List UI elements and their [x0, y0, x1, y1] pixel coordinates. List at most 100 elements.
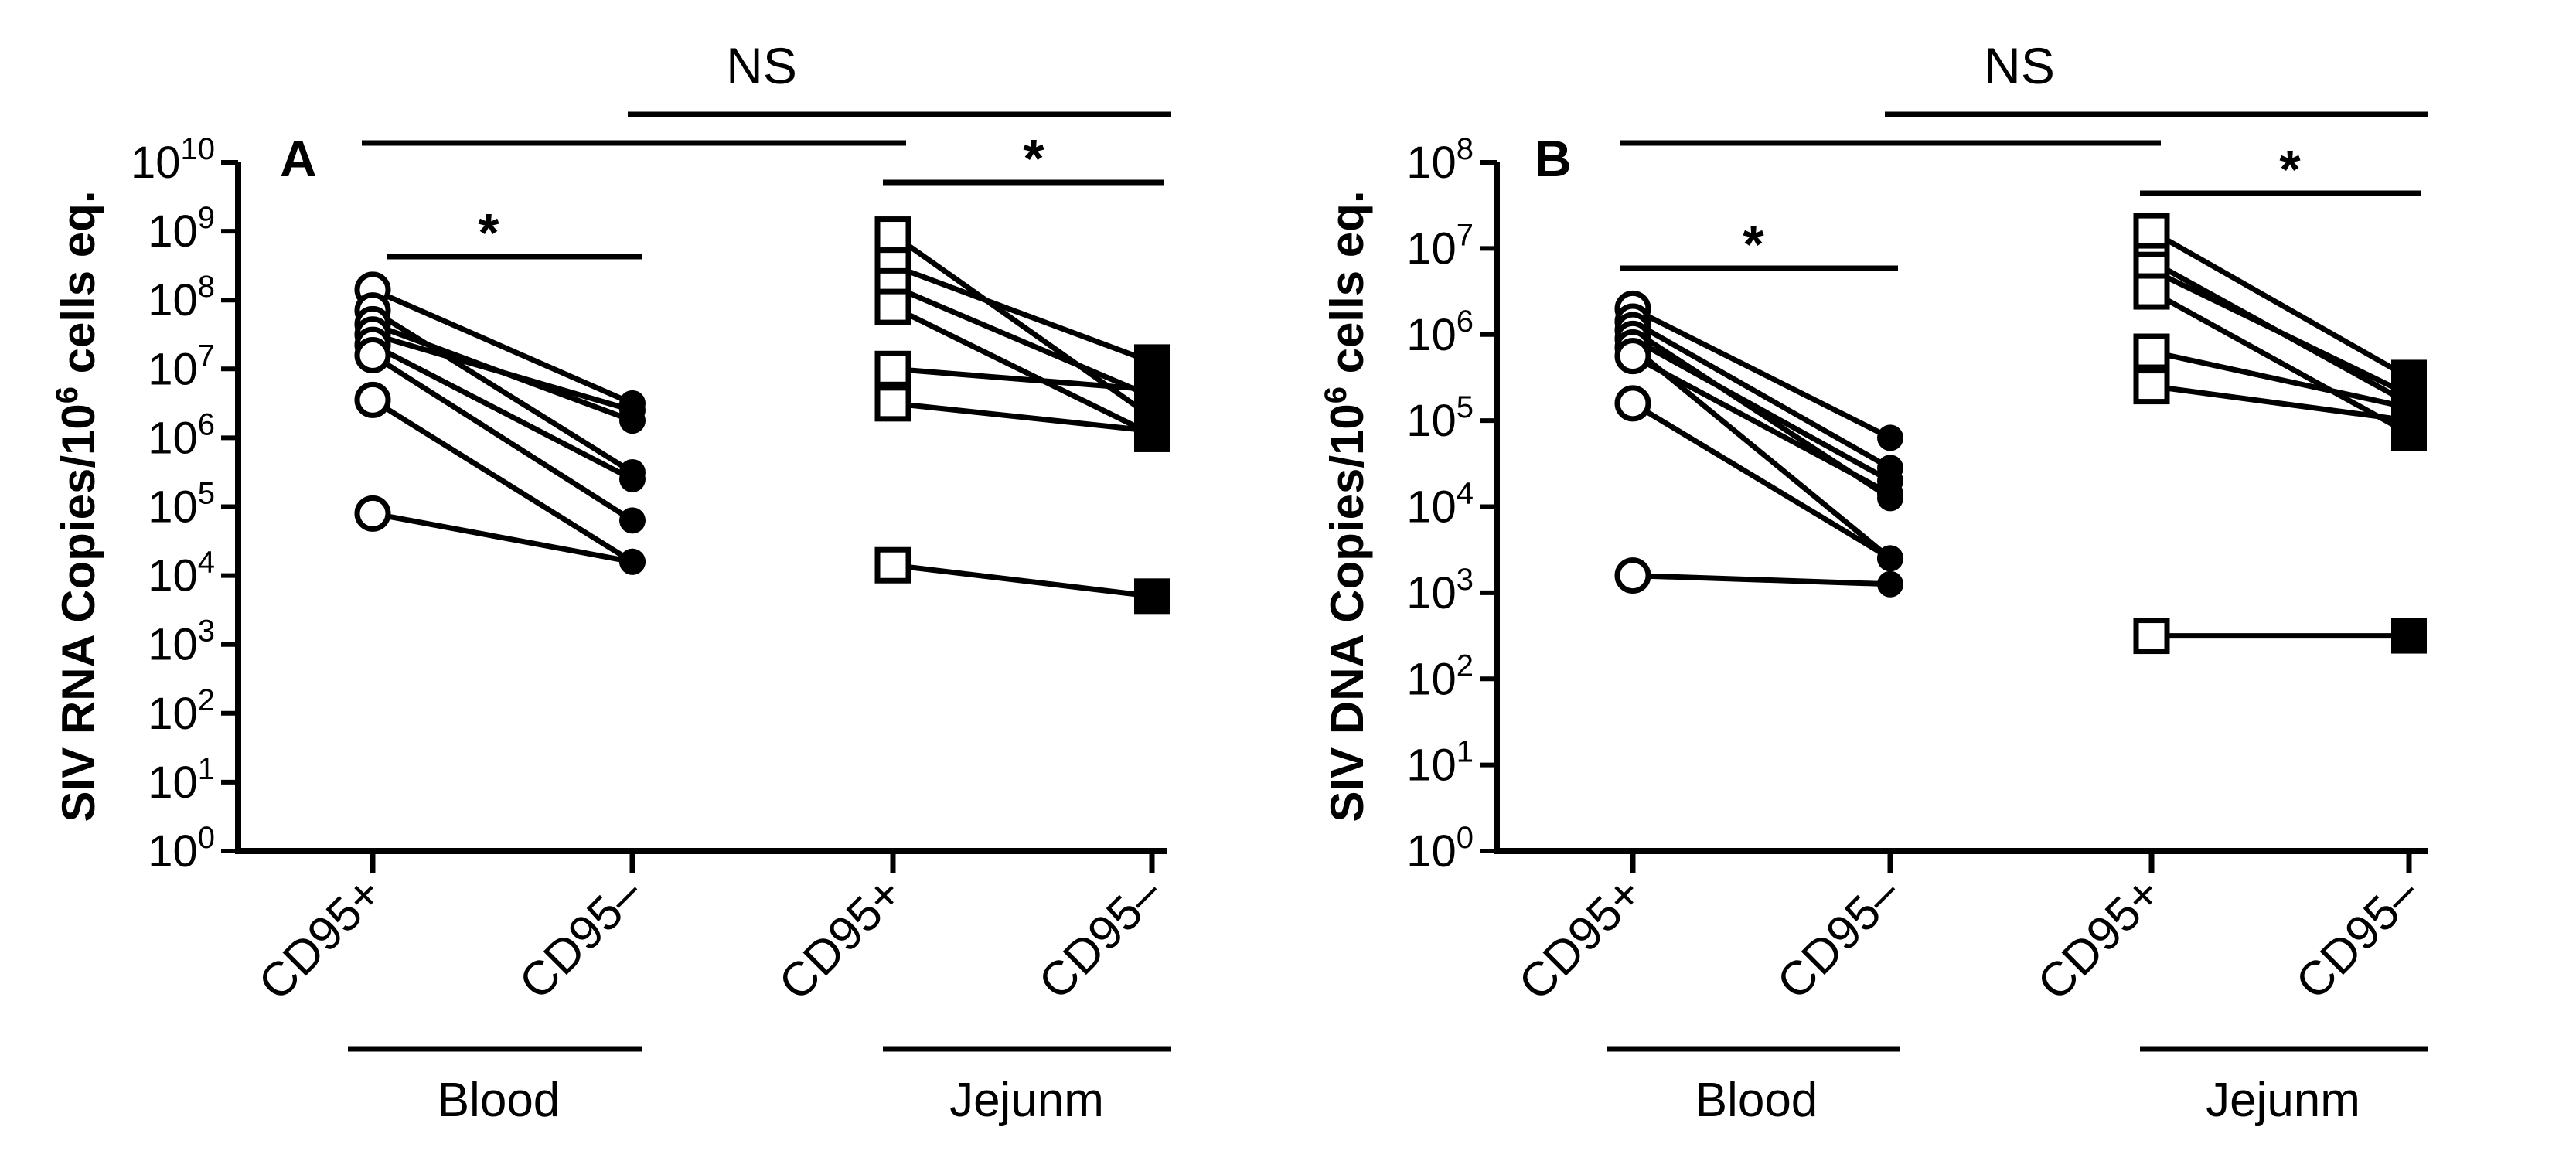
panel-b-label: B: [1535, 130, 1572, 187]
panel-b-y-tick-label: 107: [1406, 218, 1474, 274]
panel-a-blood-cd95neg-point: [619, 397, 646, 424]
panel-a-y-tick-label: 105: [148, 477, 215, 533]
panel-b-sig-star-blood: *: [1743, 214, 1764, 274]
panel-a-jejunum-group-label: Jejunm: [949, 1074, 1104, 1127]
panel-a-blood-pair-line: [371, 352, 634, 523]
panel-b-blood-cd95neg-point: [1877, 570, 1903, 598]
panel-a-blood-group-label: Blood: [438, 1074, 561, 1127]
panel-b-sig-star-jejunum: *: [2279, 139, 2301, 199]
panel-a-jejunum-cd95pos-point: [874, 385, 911, 422]
panel-b: B SIV DNA Copies/106 cells eq. 100 101 102…: [1319, 37, 2429, 1127]
panel-b-category-label: CD95–: [2286, 866, 2430, 1010]
panel-a-sig-star-blood: *: [478, 203, 499, 263]
panel-b-jejunum-cd95neg-point: [2391, 618, 2427, 654]
panel-a-blood-cd95neg-point: [619, 548, 646, 575]
panel-b-pairs: [1614, 213, 2427, 655]
panel-a-jejunum-cd95pos-point: [874, 546, 911, 584]
panel-b-blood-pair-line: [1631, 400, 1892, 561]
panel-a-y-ticks: 100 101 102 103 104 105 106 107 108 109 1010: [131, 132, 238, 877]
panel-b-y-tick-label: 106: [1406, 305, 1474, 360]
panel-b-ns-label: NS: [1984, 37, 2055, 94]
panel-b-blood-pair-line: [1631, 306, 1892, 441]
panel-b-y-tick-label: 104: [1406, 477, 1474, 533]
panel-a-category-label: CD95+: [768, 866, 912, 1010]
panel-b-category-label: CD95+: [1508, 866, 1652, 1010]
panel-a-jejunum-cd95pos-point: [874, 216, 911, 254]
panel-a-jejunum-cd95pos-point: [874, 350, 911, 387]
panel-a-blood-pair-line: [371, 342, 634, 482]
panel-b-jejunum-cd95neg-point: [2391, 403, 2427, 439]
panel-a-y-tick-label: 104: [148, 546, 215, 601]
panel-b-blood-cd95neg-point: [1877, 480, 1903, 507]
panel-b-blood-pair-line: [1631, 353, 1892, 496]
panel-a-blood-cd95pos-point: [354, 336, 391, 373]
panel-b-blood-cd95pos-point: [1614, 385, 1651, 422]
panel-b-y-tick-label: 108: [1406, 132, 1474, 188]
panel-a-jejunum-cd95neg-point: [1134, 372, 1170, 408]
panel-a-jejunum-cd95neg-point: [1134, 578, 1170, 615]
panel-a-blood-pair-line: [372, 332, 633, 414]
panel-a-y-tick-label: 108: [148, 270, 215, 325]
panel-a-jejunum-pair-line: [892, 366, 1153, 393]
panel-a-jejunum-cd95pos-point: [874, 288, 911, 325]
panel-a-pairs: [354, 216, 1170, 615]
panel-a-blood-cd95pos-point: [354, 495, 391, 532]
panel-a-blood-cd95neg-point: [619, 507, 646, 534]
panel-b-blood-pair-line: [1631, 336, 1892, 484]
panel-a-y-axis-title: SIV RNA Copies/106 cells eq.: [50, 191, 104, 822]
panel-a-jejunum-cd95neg-point: [1134, 413, 1170, 449]
panel-b-y-tick-label: 105: [1406, 390, 1474, 446]
panel-a-sig-star-jejunum: *: [1023, 128, 1044, 189]
panel-b-jejunum-cd95pos-point: [2133, 618, 2170, 655]
panel-a-y-tick-label: 107: [148, 339, 215, 394]
panel-a-y-tick-label: 106: [148, 407, 215, 463]
panel-a-y-tick-label: 100: [148, 821, 215, 877]
panel-b-blood-cd95neg-point: [1877, 424, 1903, 451]
panel-b-jejunum-group-label: Jejunm: [2206, 1074, 2360, 1127]
panel-a-ns-label: NS: [726, 37, 797, 94]
panel-b-jejunum-pair-line: [2151, 383, 2410, 424]
panel-a-y-tick-label: 103: [148, 615, 215, 670]
panel-a-blood-cd95neg-point: [619, 465, 646, 492]
panel-a-y-tick-label: 109: [148, 201, 215, 257]
panel-b-jejunum-pair-line: [2150, 288, 2411, 436]
panel-a-jejunum-pair-line: [892, 400, 1153, 434]
panel-b-jejunum-pair-line: [2150, 229, 2411, 380]
panel-a-blood-pair-line: [371, 308, 634, 475]
panel-b-blood-pair-line: [1631, 319, 1892, 471]
panel-b-category-label: CD95+: [2027, 866, 2171, 1010]
panel-b-blood-group-label: Blood: [1695, 1074, 1818, 1127]
panel-b-y-tick-label: 102: [1406, 649, 1474, 704]
panel-b-y-tick-label: 100: [1406, 821, 1474, 877]
panel-a-category-label: CD95+: [248, 866, 392, 1010]
panel-b-blood-cd95pos-point: [1614, 338, 1651, 375]
panel-b-jejunum-cd95pos-point: [2133, 273, 2170, 310]
panel-b-blood-pair-line: [1630, 345, 1893, 561]
panel-a-jejunum-pair-line: [891, 304, 1153, 438]
panel-a-category-label: CD95–: [1029, 866, 1173, 1010]
panel-b-y-axis-title: SIV DNA Copies/106 cells eq.: [1319, 191, 1373, 822]
panel-b-jejunum-cd95pos-point: [2133, 213, 2170, 250]
panel-a-y-tick-label: 102: [148, 683, 215, 739]
panel-a-blood-pair-line: [371, 397, 634, 564]
panel-a-jejunum-pair-line: [892, 562, 1153, 599]
panel-a-blood-pair-line: [371, 287, 634, 407]
panel-a-label: A: [280, 130, 317, 187]
panel-a-y-tick-label: 101: [148, 752, 215, 808]
panel-b-y-tick-label: 103: [1406, 563, 1474, 618]
panel-a: A SIV RNA Copies/106 cells eq. 100 101 102…: [50, 37, 1172, 1127]
panel-b-category-label: CD95–: [1767, 866, 1911, 1010]
panel-b-y-ticks: 100 101 102 103 104 105 106 107 108: [1406, 132, 1497, 877]
panel-a-category-label: CD95–: [509, 866, 653, 1010]
panel-a-y-tick-label: 1010: [131, 132, 215, 188]
panel-a-jejunum-pair-line: [891, 263, 1153, 365]
panel-b-jejunum-cd95pos-point: [2133, 368, 2170, 405]
panel-b-blood-cd95pos-point: [1614, 557, 1651, 594]
panel-b-blood-cd95neg-point: [1877, 545, 1903, 572]
panel-b-jejunum-pair-line: [2151, 349, 2410, 410]
panel-a-blood-cd95pos-point: [354, 381, 391, 418]
panel-b-blood-pair-line: [1632, 573, 1891, 587]
panel-a-jejunum-pair-line: [891, 284, 1153, 400]
panel-b-y-tick-label: 101: [1406, 735, 1474, 791]
